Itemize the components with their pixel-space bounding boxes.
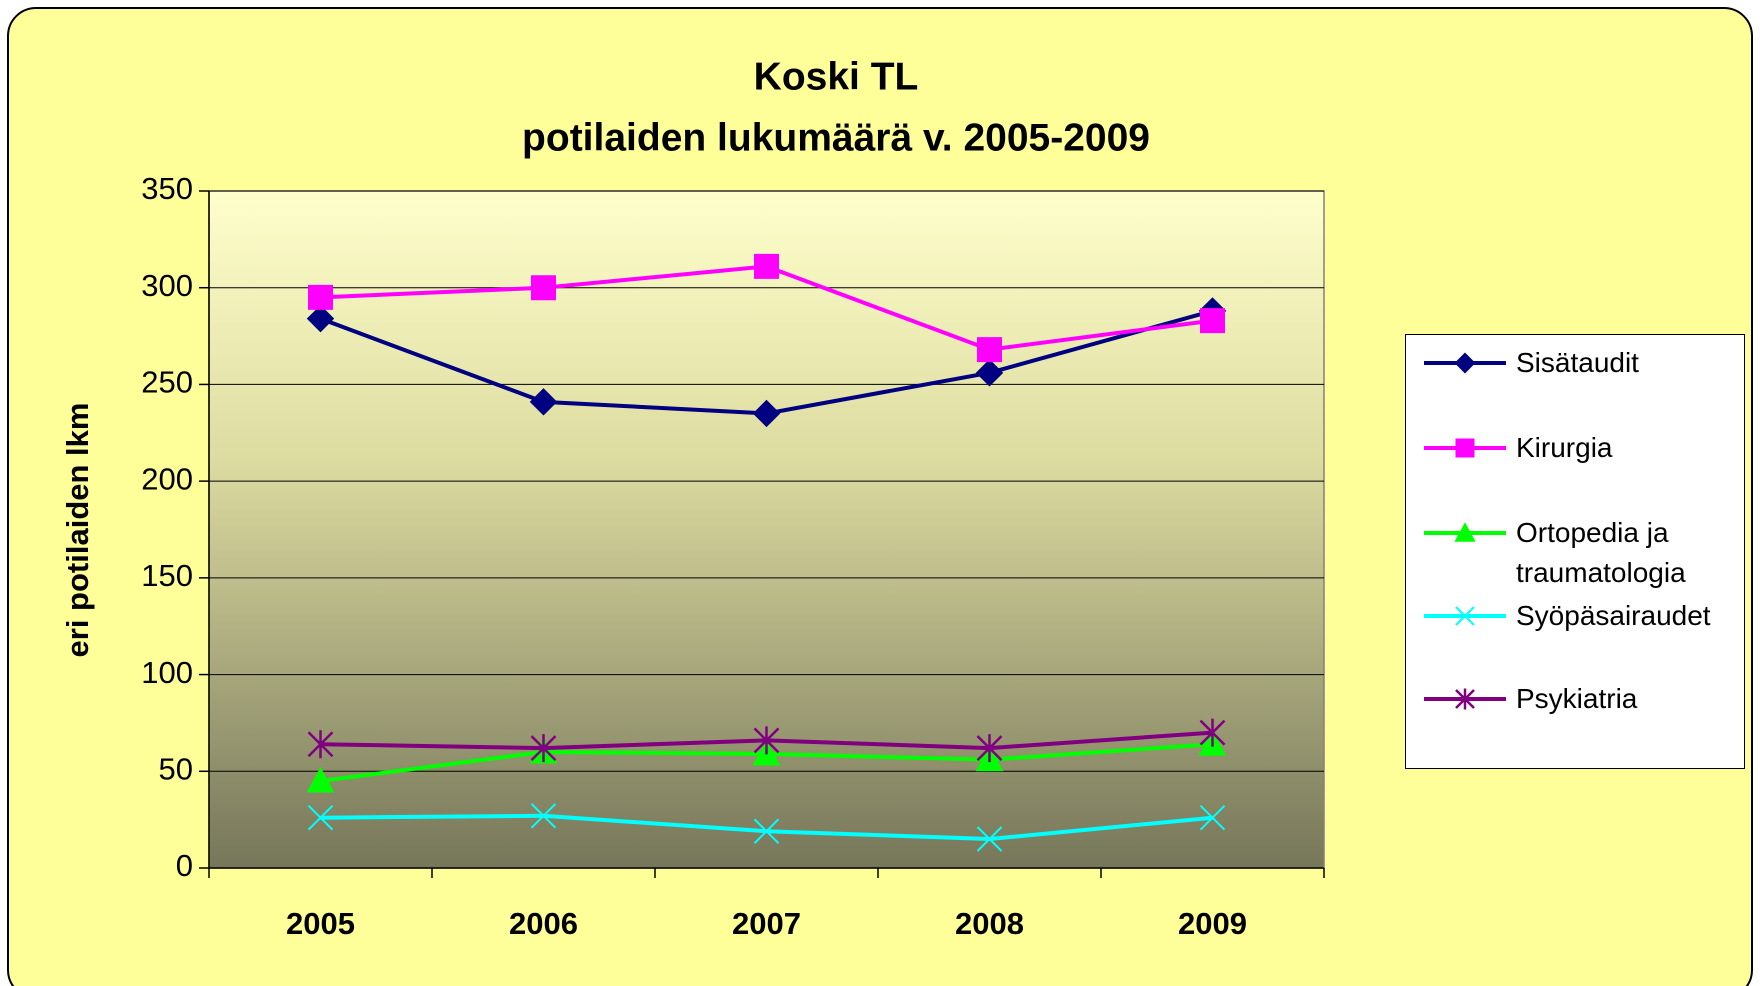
x-tick-label: 2008 <box>955 906 1024 941</box>
legend-label: Sisätaudit <box>1516 347 1639 378</box>
y-tick-label: 150 <box>141 558 193 593</box>
marker <box>307 730 334 759</box>
marker <box>753 726 780 755</box>
marker <box>753 818 780 844</box>
legend-swatch <box>1424 606 1506 626</box>
marker <box>530 803 557 829</box>
legend-item: Ortopedia ja traumatologia <box>1406 513 1746 588</box>
marker <box>306 304 335 333</box>
chart-title: Koski TL <box>754 55 919 98</box>
y-axis-label: eri potilaiden lkm <box>60 403 95 658</box>
legend-item: Syöpäsairaudet <box>1406 596 1746 656</box>
marker <box>1455 688 1475 710</box>
x-tick-label: 2009 <box>1178 906 1247 941</box>
marker <box>1455 438 1475 458</box>
y-tick-label: 100 <box>141 655 193 690</box>
y-tick-label: 200 <box>141 461 193 496</box>
legend-label: Syöpäsairaudet <box>1516 600 1711 631</box>
marker <box>1199 805 1226 831</box>
legend-swatch <box>1424 522 1506 542</box>
y-tick-label: 300 <box>141 268 193 303</box>
marker <box>754 253 779 279</box>
legend: Sisätaudit Kirurgia Ortopedia ja traumatol… <box>1405 334 1745 769</box>
marker <box>307 805 334 831</box>
marker <box>976 826 1003 852</box>
x-tick-label: 2006 <box>509 906 578 941</box>
y-tick-label: 50 <box>159 751 193 786</box>
y-tick-label: 350 <box>141 171 193 206</box>
legend-swatch <box>1424 688 1506 710</box>
marker <box>1199 718 1226 747</box>
y-tick-label: 250 <box>141 365 193 400</box>
x-tick-label: 2007 <box>732 906 801 941</box>
marker <box>1455 606 1475 626</box>
legend-label: Psykiatria <box>1516 683 1638 714</box>
x-tick-label: 2005 <box>286 906 355 941</box>
marker <box>531 275 556 301</box>
marker <box>1200 308 1225 334</box>
marker <box>977 337 1002 363</box>
legend-swatch <box>1424 352 1506 374</box>
marker <box>308 284 333 310</box>
marker <box>1454 352 1476 374</box>
legend-item: Psykiatria <box>1406 679 1746 739</box>
plot-area <box>208 190 1325 869</box>
marker <box>1454 522 1476 542</box>
marker <box>306 766 335 793</box>
chart-title: potilaiden lukumäärä v. 2005-2009 <box>522 116 1150 159</box>
marker <box>976 734 1003 763</box>
marker <box>975 359 1004 387</box>
legend-label: Kirurgia <box>1516 432 1613 463</box>
legend-swatch <box>1424 438 1506 458</box>
marker <box>529 388 558 416</box>
y-tick-label: 0 <box>176 848 193 883</box>
legend-item: Kirurgia <box>1406 428 1746 488</box>
marker <box>752 399 781 428</box>
marker <box>530 734 557 763</box>
legend-item: Sisätaudit <box>1406 343 1746 403</box>
legend-label: Ortopedia ja traumatologia <box>1516 517 1686 588</box>
